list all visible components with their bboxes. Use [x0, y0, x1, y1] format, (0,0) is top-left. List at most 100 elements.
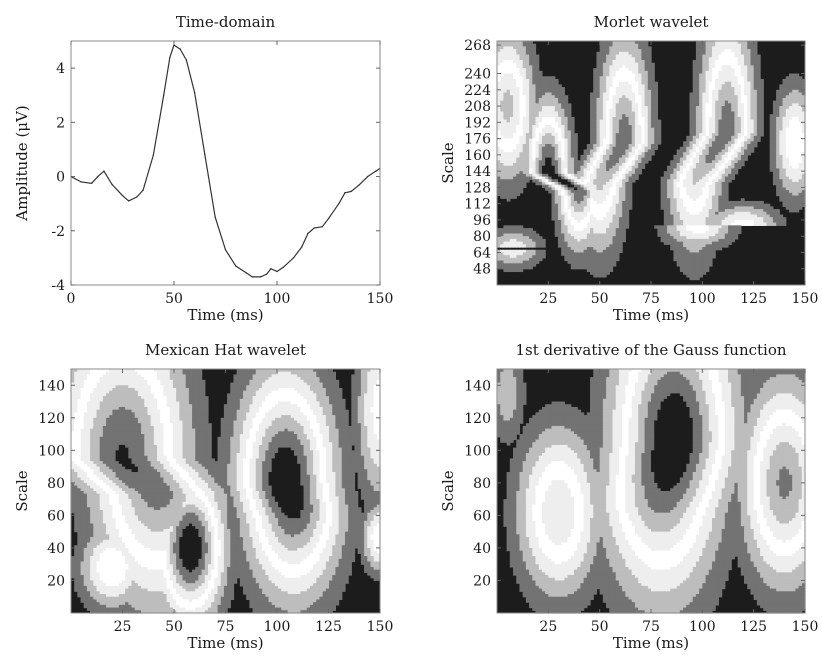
- morlet-heatmap-cell: [599, 92, 604, 96]
- morlet-heatmap-cell: [744, 84, 748, 88]
- morlet-heatmap-cell: [606, 65, 610, 69]
- morlet-heatmap-cell: [596, 100, 601, 104]
- morlet-heatmap-cell: [699, 68, 703, 72]
- morlet-heatmap-cell: [728, 97, 732, 102]
- morlet-heatmap-cell: [541, 89, 546, 94]
- morlet-heatmap-cell: [699, 76, 703, 80]
- morlet-heatmap-cell: [731, 111, 736, 115]
- morlet-heatmap-cell: [721, 81, 726, 85]
- morlet-heatmap-cell: [609, 95, 614, 99]
- morlet-heatmap-cell: [634, 81, 639, 85]
- morlet-heatmap-cell: [734, 78, 739, 83]
- time-domain-data-point: [90, 182, 93, 185]
- morlet-heatmap-cell: [753, 59, 758, 64]
- morlet-heatmap-cell: [634, 76, 639, 80]
- morlet-heatmap-cell: [711, 106, 716, 110]
- morlet-heatmap-cell: [548, 84, 553, 88]
- morlet-heatmap-cell: [529, 103, 533, 107]
- morlet-heatmap-cell: [500, 92, 505, 96]
- morlet-heatmap-cell: [509, 51, 514, 56]
- morlet-heatmap-cell: [532, 49, 537, 53]
- time-domain-data-point: [127, 200, 130, 202]
- morlet-heatmap-cell: [785, 97, 790, 102]
- morlet-heatmap-cell: [609, 89, 614, 94]
- morlet-heatmap-cell: [776, 92, 780, 96]
- morlet-heatmap-cell: [519, 95, 524, 99]
- morlet-heatmap-cell: [644, 46, 649, 50]
- morlet-heatmap-cell: [513, 95, 517, 99]
- morlet-heatmap-cell: [734, 59, 739, 64]
- morlet-heatmap-cell: [519, 49, 524, 53]
- morlet-heatmap-cell: [519, 97, 524, 102]
- morlet-heatmap-cell: [525, 97, 530, 102]
- morlet-heatmap-cell: [529, 97, 533, 102]
- morlet-heatmap-cell: [734, 62, 739, 66]
- morlet-heatmap-cell: [788, 103, 793, 107]
- morlet-heatmap-cell: [711, 95, 716, 99]
- morlet-heatmap-cell: [622, 59, 626, 64]
- morlet-heatmap-cell: [715, 106, 719, 110]
- morlet-heatmap-cell: [532, 95, 537, 99]
- morlet-heatmap-cell: [497, 92, 501, 96]
- morlet-heatmap-cell: [785, 87, 790, 91]
- morlet-heatmap-cell: [721, 76, 726, 80]
- morlet-heatmap-cell: [634, 111, 639, 115]
- morlet-heatmap-cell: [647, 76, 652, 80]
- morlet-heatmap-cell: [731, 76, 736, 80]
- morlet-heatmap-cell: [497, 49, 501, 53]
- morlet-heatmap-cell: [647, 54, 652, 58]
- morlet-heatmap-cell: [516, 62, 521, 66]
- morlet-heatmap-cell: [776, 103, 780, 107]
- morlet-heatmap-cell: [721, 89, 726, 94]
- morlet-heatmap-cell: [695, 51, 700, 56]
- morlet-heatmap-cell: [497, 114, 501, 118]
- morlet-heatmap-cell: [641, 103, 646, 107]
- morlet-heatmap-cell: [772, 108, 777, 113]
- morlet-heatmap-cell: [744, 100, 748, 104]
- morlet-heatmap-cell: [541, 106, 546, 110]
- morlet-heatmap-cell: [529, 65, 533, 69]
- morlet-heatmap-cell: [609, 62, 614, 66]
- morlet-heatmap-cell: [628, 116, 633, 121]
- morlet-heatmap-cell: [760, 95, 764, 99]
- morlet-heatmap-cell: [538, 87, 543, 91]
- morlet-heatmap-cell: [750, 62, 755, 66]
- morlet-heatmap-cell: [718, 43, 723, 48]
- morlet-heatmap-cell: [545, 78, 549, 83]
- morlet-heatmap-cell: [612, 65, 617, 69]
- morlet-heatmap-cell: [596, 62, 601, 66]
- morlet-heatmap-cell: [734, 54, 739, 58]
- morlet-heatmap-cell: [541, 100, 546, 104]
- morlet-heatmap-cell: [695, 92, 700, 96]
- morlet-heatmap-cell: [753, 84, 758, 88]
- morlet-heatmap-cell: [718, 49, 723, 53]
- morlet-heatmap-cell: [612, 103, 617, 107]
- morlet-heatmap-cell: [599, 65, 604, 69]
- morlet-heatmap-cell: [740, 81, 745, 85]
- morlet-heatmap-cell: [718, 111, 723, 115]
- morlet-heatmap-cell: [724, 106, 729, 110]
- morlet-heatmap-cell: [724, 114, 729, 118]
- morlet-heatmap-cell: [599, 106, 604, 110]
- morlet-heatmap-cell: [792, 73, 796, 77]
- morlet-heatmap-cell: [631, 43, 636, 48]
- morlet-heatmap-cell: [503, 116, 508, 121]
- morlet-heatmap-cell: [711, 108, 716, 113]
- morlet-heatmap-cell: [548, 87, 553, 91]
- morlet-heatmap-cell: [506, 78, 511, 83]
- morlet-heatmap-cell: [503, 97, 508, 102]
- morlet-heatmap-cell: [718, 65, 723, 69]
- morlet-heatmap-cell: [618, 43, 623, 48]
- morlet-heatmap-cell: [506, 76, 511, 80]
- morlet-heatmap-cell: [651, 81, 655, 85]
- morlet-heatmap-cell: [593, 81, 598, 85]
- morlet-heatmap-cell: [721, 92, 726, 96]
- morlet-heatmap-cell: [609, 46, 614, 50]
- morlet-heatmap-cell: [628, 108, 633, 113]
- morlet-heatmap-cell: [532, 62, 537, 66]
- morlet-heatmap-cell: [609, 65, 614, 69]
- morlet-heatmap-cell: [554, 106, 559, 110]
- morlet-heatmap-cell: [509, 54, 514, 58]
- morlet-heatmap-cell: [602, 103, 607, 107]
- morlet-heatmap-cell: [756, 54, 761, 58]
